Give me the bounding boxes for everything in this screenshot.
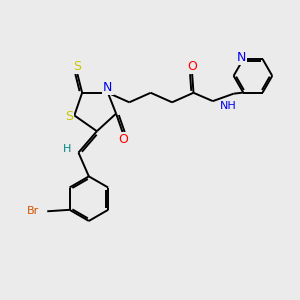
Text: S: S: [73, 60, 81, 74]
Text: Br: Br: [27, 206, 39, 216]
Text: N: N: [103, 81, 112, 94]
Text: O: O: [187, 60, 197, 73]
Text: N: N: [237, 51, 247, 64]
Text: S: S: [65, 110, 73, 123]
Text: O: O: [118, 133, 128, 146]
Text: H: H: [63, 144, 71, 154]
Text: NH: NH: [220, 100, 237, 111]
